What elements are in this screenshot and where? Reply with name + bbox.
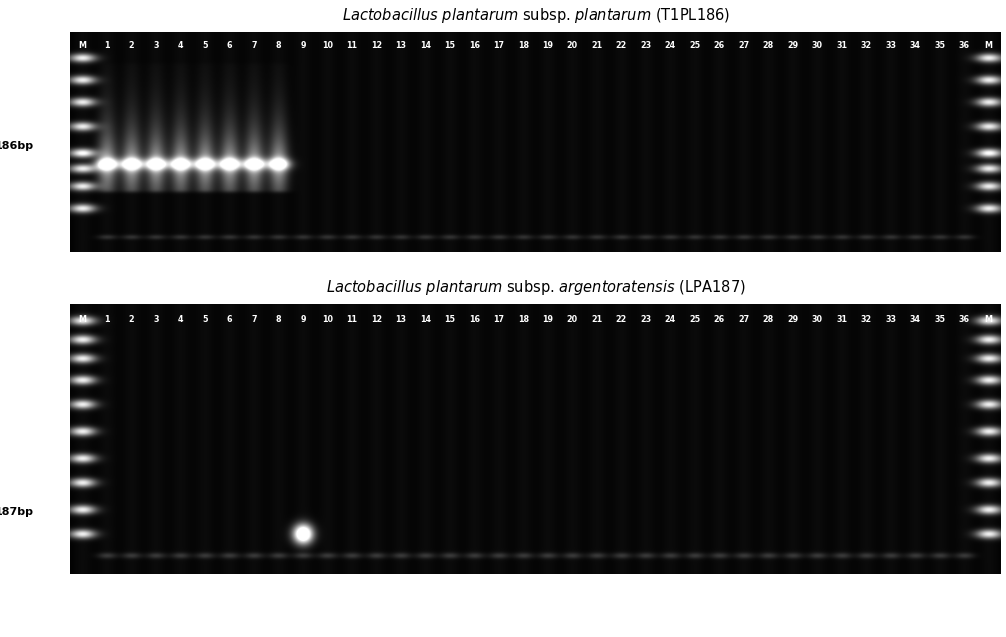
- Text: 29: 29: [788, 315, 799, 324]
- Text: 24: 24: [665, 315, 676, 324]
- Text: 4: 4: [178, 41, 183, 50]
- Text: 14: 14: [420, 315, 431, 324]
- Text: 187bp: 187bp: [0, 507, 33, 517]
- Text: 186bp: 186bp: [0, 141, 33, 152]
- Text: M: M: [78, 41, 87, 50]
- Text: 34: 34: [909, 41, 920, 50]
- Text: 28: 28: [763, 315, 774, 324]
- Text: 5: 5: [202, 41, 208, 50]
- Text: 4: 4: [178, 315, 183, 324]
- Text: 34: 34: [909, 315, 920, 324]
- Text: 2: 2: [129, 315, 135, 324]
- Text: 22: 22: [616, 315, 627, 324]
- Text: 36: 36: [959, 41, 970, 50]
- Text: 18: 18: [518, 41, 529, 50]
- Text: 10: 10: [322, 315, 333, 324]
- Text: 20: 20: [566, 41, 578, 50]
- Text: M: M: [985, 41, 993, 50]
- Text: 2: 2: [129, 41, 135, 50]
- Text: 24: 24: [665, 41, 676, 50]
- Text: 9: 9: [301, 315, 306, 324]
- Text: 1: 1: [105, 41, 110, 50]
- Text: 14: 14: [420, 41, 431, 50]
- Text: 17: 17: [494, 315, 504, 324]
- Text: M: M: [985, 315, 993, 324]
- Text: 13: 13: [395, 315, 406, 324]
- Text: 18: 18: [518, 315, 529, 324]
- Text: 10: 10: [322, 41, 333, 50]
- Text: 5: 5: [202, 315, 208, 324]
- Text: 21: 21: [592, 315, 603, 324]
- Text: 7: 7: [252, 41, 257, 50]
- Text: 12: 12: [371, 41, 382, 50]
- Text: 33: 33: [885, 315, 896, 324]
- Text: 15: 15: [445, 41, 456, 50]
- Text: 3: 3: [153, 41, 159, 50]
- Text: 31: 31: [836, 315, 847, 324]
- Text: M: M: [78, 315, 87, 324]
- Text: 23: 23: [641, 315, 652, 324]
- Text: 8: 8: [276, 315, 282, 324]
- Text: 7: 7: [252, 315, 257, 324]
- Text: 29: 29: [788, 41, 799, 50]
- Text: 32: 32: [861, 41, 872, 50]
- Text: 26: 26: [714, 315, 725, 324]
- Text: 6: 6: [226, 315, 232, 324]
- Text: 11: 11: [346, 315, 357, 324]
- Text: $\it{Lactobacillus}$ $\it{plantarum}$ subsp. $\it{plantarum}$ (T1PL186): $\it{Lactobacillus}$ $\it{plantarum}$ su…: [341, 6, 730, 25]
- Text: 3: 3: [153, 315, 159, 324]
- Text: 20: 20: [566, 315, 578, 324]
- Text: 22: 22: [616, 41, 627, 50]
- Text: 6: 6: [226, 41, 232, 50]
- Text: 19: 19: [542, 315, 553, 324]
- Text: 25: 25: [689, 315, 700, 324]
- Text: 21: 21: [592, 41, 603, 50]
- Text: 35: 35: [935, 41, 946, 50]
- Text: 23: 23: [641, 41, 652, 50]
- Text: 28: 28: [763, 41, 774, 50]
- Text: 27: 27: [738, 315, 749, 324]
- Text: 27: 27: [738, 41, 749, 50]
- Text: 30: 30: [812, 315, 823, 324]
- Text: 1: 1: [105, 315, 110, 324]
- Text: 12: 12: [371, 315, 382, 324]
- Text: 35: 35: [935, 315, 946, 324]
- Text: $\it{Lactobacillus}$ $\it{plantarum}$ subsp. $\it{argentoratensis}$ (LPA187): $\it{Lactobacillus}$ $\it{plantarum}$ su…: [326, 278, 745, 297]
- Text: 8: 8: [276, 41, 282, 50]
- Text: 15: 15: [445, 315, 456, 324]
- Text: 13: 13: [395, 41, 406, 50]
- Text: 9: 9: [301, 41, 306, 50]
- Text: 16: 16: [469, 41, 480, 50]
- Text: 26: 26: [714, 41, 725, 50]
- Text: 19: 19: [542, 41, 553, 50]
- Text: 25: 25: [689, 41, 700, 50]
- Text: 36: 36: [959, 315, 970, 324]
- Text: 30: 30: [812, 41, 823, 50]
- Text: 11: 11: [346, 41, 357, 50]
- Text: 33: 33: [885, 41, 896, 50]
- Text: 17: 17: [494, 41, 504, 50]
- Text: 32: 32: [861, 315, 872, 324]
- Text: 31: 31: [836, 41, 847, 50]
- Text: 16: 16: [469, 315, 480, 324]
